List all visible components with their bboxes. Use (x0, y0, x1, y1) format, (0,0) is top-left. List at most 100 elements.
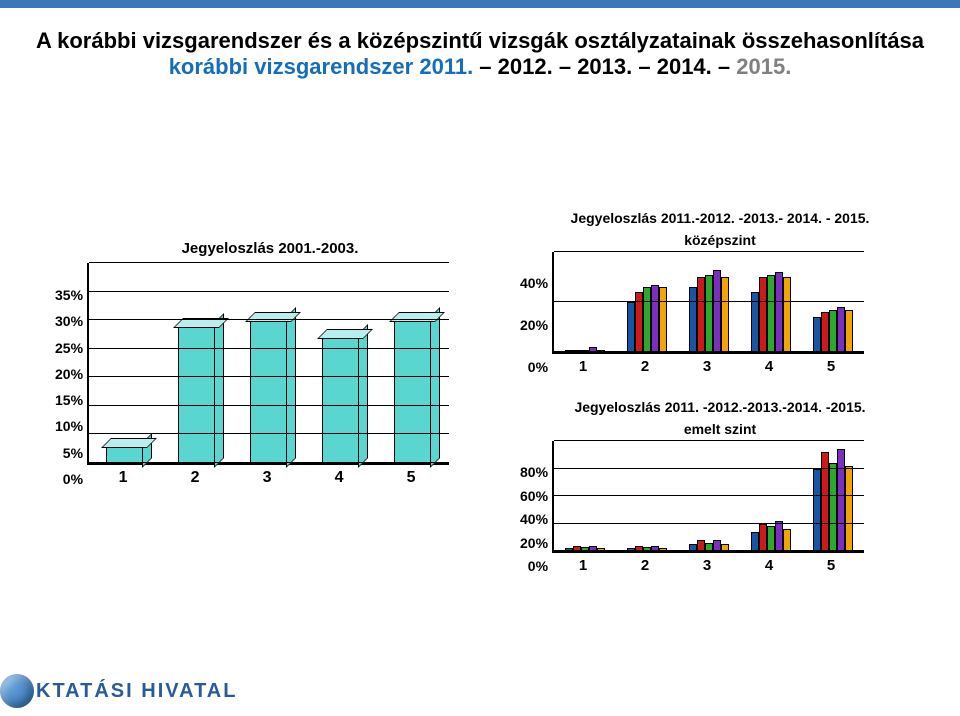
subtitle-year: 2013. (577, 54, 632, 79)
chart-right-bottom-title: Jegyeloszlás 2011. -2012.-2013.-2014. -2… (520, 399, 920, 415)
bar (783, 277, 791, 352)
bar (659, 287, 667, 352)
chart-right-top-plot (552, 252, 864, 354)
bar (829, 310, 837, 353)
chart-right-top-yaxis: 40%20%0% (520, 275, 548, 375)
chart-left-wrap: Jegyeloszlás 2001.-2003. 35%30%25%20%15%… (55, 240, 485, 487)
chart-right-bottom-yaxis: 80%60%40%20%0% (520, 464, 548, 574)
bar (721, 277, 729, 352)
xtick-label: 1 (579, 557, 587, 574)
xtick-label: 5 (827, 358, 835, 375)
bar (845, 466, 853, 551)
xtick-label: 3 (703, 557, 711, 574)
chart-right-top-subtitle: középszint (520, 232, 920, 248)
charts-area: Jegyeloszlás 2001.-2003. 35%30%25%20%15%… (0, 210, 960, 656)
chart-right-bottom-xlabels: 1 2 3 4 5 (552, 557, 862, 574)
ytick-label: 10% (55, 418, 83, 434)
bar-group (624, 285, 670, 353)
top-stripe (0, 0, 960, 8)
footer-text: KTATÁSI HIVATAL (36, 680, 237, 703)
subtitle-year: 2012. (498, 54, 553, 79)
bar (689, 287, 697, 352)
chart-right-bottom-plot (552, 441, 864, 553)
ytick-label: 15% (55, 392, 83, 408)
ytick-label: 5% (63, 445, 83, 461)
bar (767, 526, 775, 551)
right-charts-wrap: Jegyeloszlás 2011.-2012. -2013.- 2014. -… (520, 210, 920, 574)
ytick-label: 30% (55, 313, 83, 329)
subtitle-prefix: korábbi vizsgarendszer (169, 54, 420, 79)
bar (813, 469, 821, 552)
chart-right-top-xlabels: 1 2 3 4 5 (552, 358, 862, 375)
chart-right-top: 40%20%0% 12345 (520, 252, 920, 375)
ytick-label: 80% (520, 464, 548, 480)
xtick-label: 1 (579, 358, 587, 375)
page-title: A korábbi vizsgarendszer és a középszint… (0, 28, 960, 54)
chart-right-top-title: Jegyeloszlás 2011.-2012. -2013.- 2014. -… (520, 210, 920, 226)
ytick-label: 0% (63, 471, 83, 487)
subtitle-year: 2011. (419, 54, 473, 79)
ytick-label: 0% (528, 359, 548, 375)
bar (751, 532, 759, 551)
bar (643, 287, 651, 352)
bar-group (250, 320, 288, 463)
footer-brand: KTATÁSI HIVATAL (0, 674, 237, 708)
chart-left-xlabels: 1 2 3 4 5 (87, 469, 447, 487)
chart-right-top-bars (554, 252, 864, 352)
chart-right-bottom-wrap: Jegyeloszlás 2011. -2012.-2013.-2014. -2… (520, 399, 920, 574)
bar (697, 277, 705, 352)
xtick-label: 3 (703, 358, 711, 375)
xtick-label: 1 (119, 469, 128, 487)
xtick-label: 4 (765, 358, 773, 375)
bar (783, 529, 791, 551)
bar-group (322, 337, 360, 463)
bar-group (394, 320, 432, 463)
bar (178, 326, 216, 463)
bar (759, 524, 767, 552)
bar (775, 521, 783, 551)
subtitle-year: 2015. (736, 54, 791, 79)
bar-group (686, 270, 732, 353)
chart-left-plot (87, 263, 449, 465)
xtick-label: 3 (263, 469, 272, 487)
bar (845, 310, 853, 353)
ytick-label: 25% (55, 340, 83, 356)
ytick-label: 20% (520, 535, 548, 551)
bar-group (748, 272, 794, 352)
chart-right-bottom: 80%60%40%20%0% 12345 (520, 441, 920, 574)
xtick-label: 4 (765, 557, 773, 574)
bar (837, 449, 845, 551)
ytick-label: 0% (528, 558, 548, 574)
xtick-label: 2 (641, 557, 649, 574)
bar (651, 285, 659, 353)
bar-group (178, 326, 216, 463)
xtick-label: 2 (191, 469, 200, 487)
bar (627, 302, 635, 352)
xtick-label: 4 (335, 469, 344, 487)
xtick-label: 2 (641, 358, 649, 375)
chart-right-bottom-bars (554, 441, 864, 551)
xtick-label: 5 (407, 469, 416, 487)
chart-right-top-wrap: Jegyeloszlás 2011.-2012. -2013.- 2014. -… (520, 210, 920, 375)
bar (106, 446, 144, 463)
ytick-label: 35% (55, 287, 83, 303)
bar (775, 272, 783, 352)
bar (250, 320, 288, 463)
bar (705, 275, 713, 353)
chart-left: 35% 30% 25% 20% 15% 10% 5% 0% 1 2 3 4 5 (55, 263, 485, 487)
bar (322, 337, 360, 463)
ytick-label: 40% (520, 511, 548, 527)
chart-left-title: Jegyeloszlás 2001.-2003. (55, 240, 485, 257)
bar (767, 275, 775, 353)
footer-logo-icon (0, 674, 34, 708)
title-block: A korábbi vizsgarendszer és a középszint… (0, 0, 960, 80)
subtitle-year: 2014. (657, 54, 712, 79)
ytick-label: 20% (520, 317, 548, 333)
bar-group (810, 449, 856, 551)
bar (394, 320, 432, 463)
bar-group (106, 446, 144, 463)
bar (829, 463, 837, 551)
xtick-label: 5 (827, 557, 835, 574)
bar (837, 307, 845, 352)
ytick-label: 20% (55, 366, 83, 382)
